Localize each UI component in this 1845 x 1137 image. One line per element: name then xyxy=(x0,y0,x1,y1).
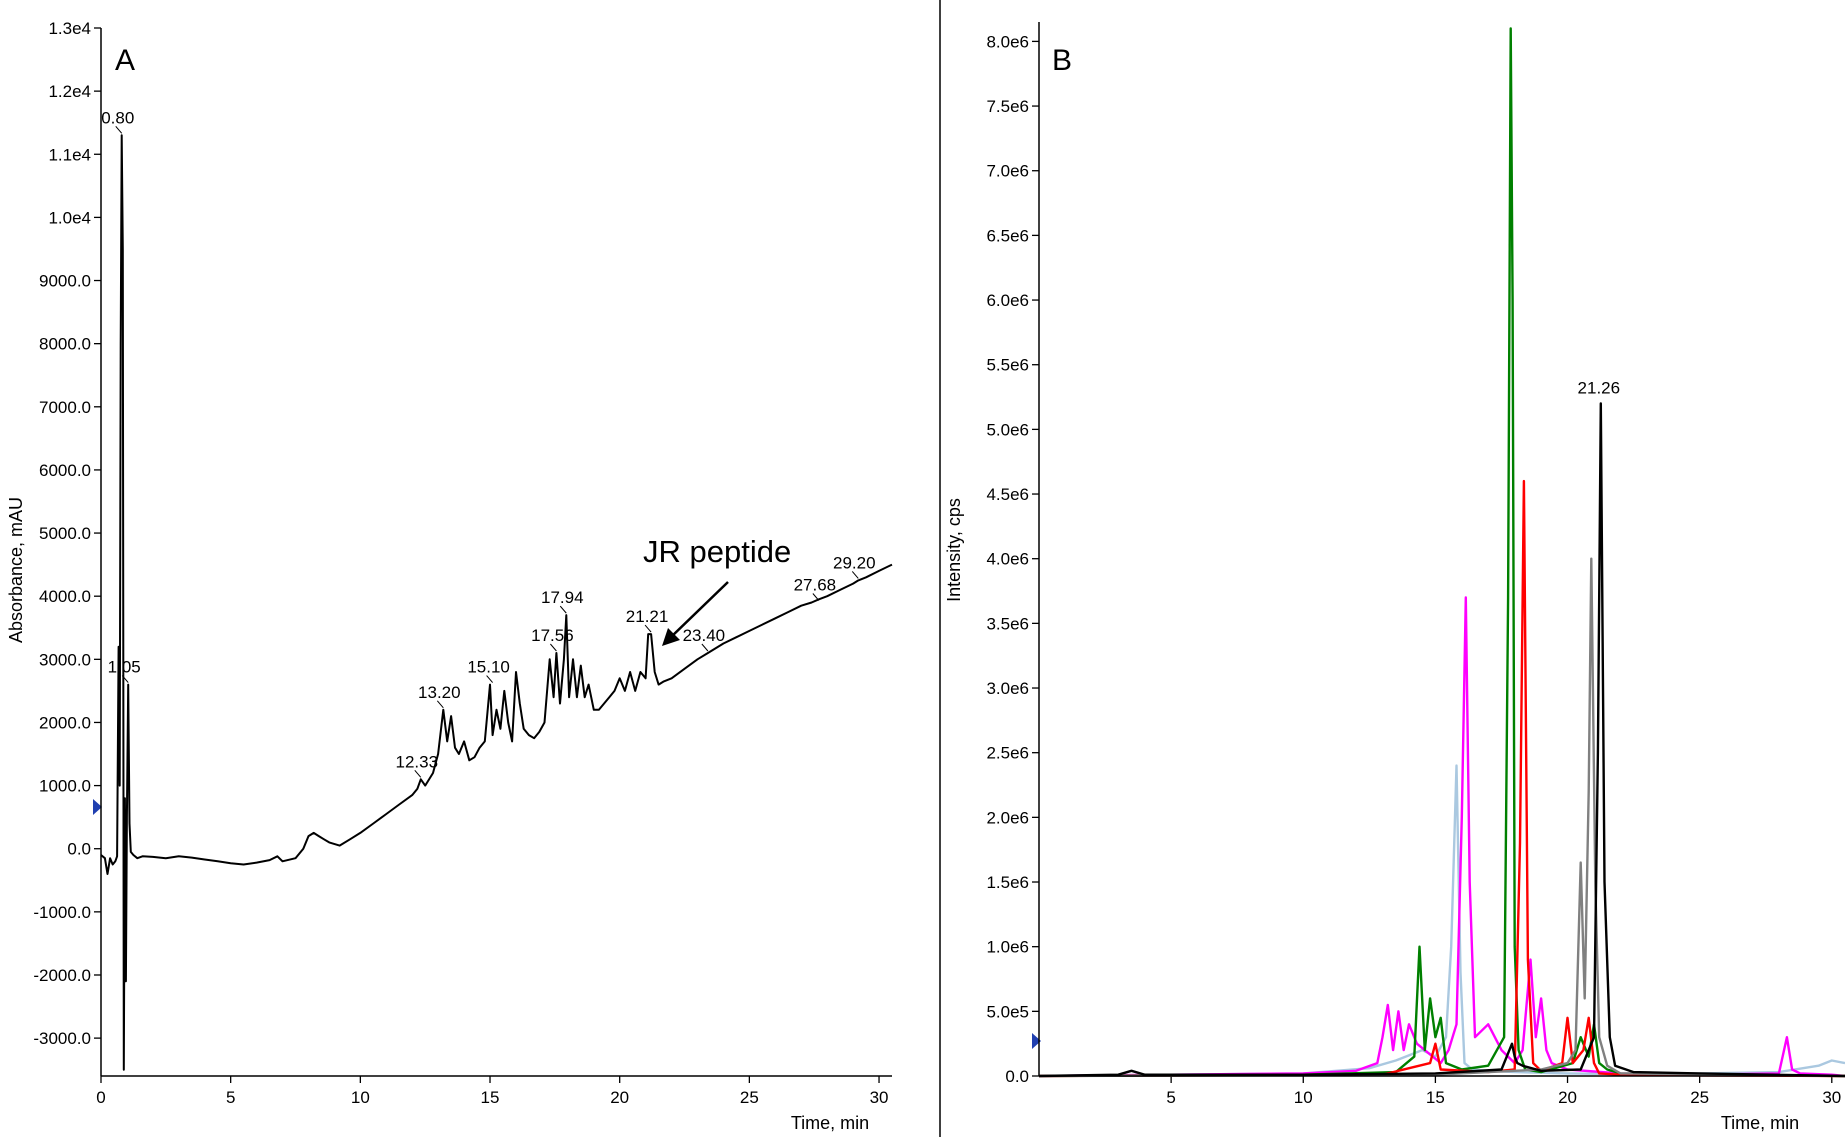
panel-b-y-tick-label: 7.5e6 xyxy=(986,97,1029,116)
panel-b-y-tick-label: 0.0 xyxy=(1005,1067,1029,1086)
panel-a-y-tick-label: -1000.0 xyxy=(33,903,91,922)
panel-a-series-line xyxy=(100,134,893,1071)
panel-b-y-tick-label: 5.0e6 xyxy=(986,420,1029,439)
panel-a-trace xyxy=(100,134,893,1071)
panel-b-series-line xyxy=(1038,557,1845,1078)
panel-a-peak-leader xyxy=(851,571,859,579)
panel-a-x-tick-label: 20 xyxy=(610,1088,629,1107)
panel-a-letter: A xyxy=(115,44,135,77)
panel-b-y-tick-label: 8.0e6 xyxy=(986,32,1029,51)
panel-b-y-tick-label: 1.5e6 xyxy=(986,873,1029,892)
panel-a-peak-leader xyxy=(559,605,567,614)
panel-a-marker-icon xyxy=(93,799,102,815)
panel-a-y-tick-label: 1.0e4 xyxy=(48,208,91,227)
panel-b-y-ticks: 0.0 5.0e5 1.0e6 1.5e6 2.0e6 2.5e6 3.0e6 3.5e6 4.… xyxy=(986,32,1039,1086)
panel-b: B 5 10 15 20 25 30 0.0 5.0e5 1.0e6 1.5e6 2.0e6 2.5… xyxy=(944,22,1845,1133)
panel-a-y-axis-title: Absorbance, mAU xyxy=(6,497,26,643)
panel-b-series-line xyxy=(1038,596,1845,1078)
panel-a-y-tick-label: 9000.0 xyxy=(39,272,91,291)
panel-a-peak-leader xyxy=(701,643,709,652)
panel-b-y-tick-label: 6.0e6 xyxy=(986,291,1029,310)
panel-a-peak-leader xyxy=(550,643,557,652)
panel-b-x-tick-label: 30 xyxy=(1822,1088,1841,1107)
panel-b-x-tick-label: 10 xyxy=(1294,1088,1313,1107)
panel-a-y-tick-label: 6000.0 xyxy=(39,461,91,480)
panel-a-y-tick-label: 2000.0 xyxy=(39,713,91,732)
panel-b-x-tick-label: 25 xyxy=(1690,1088,1709,1107)
panel-a-x-tick-label: 0 xyxy=(96,1088,105,1107)
panel-a-peak-label: 1.05 xyxy=(108,658,141,677)
panel-b-traces xyxy=(1038,27,1845,1078)
panel-b-series-line xyxy=(1038,27,1845,1078)
panel-a-peak-leader xyxy=(644,624,652,633)
panel-a-peak-leader xyxy=(115,125,123,134)
panel-a-y-tick-label: 3000.0 xyxy=(39,650,91,669)
panel-a-y-tick-label: -3000.0 xyxy=(33,1029,91,1048)
panel-a-y-tick-label: 8000.0 xyxy=(39,335,91,354)
panel-a-y-tick-label: -2000.0 xyxy=(33,966,91,985)
panel-a-x-tick-label: 5 xyxy=(226,1088,235,1107)
panel-b-letter: B xyxy=(1052,44,1072,77)
panel-a-peak-labels: 0.80 1.05 12.33 13.20 15.10 17.56 17.94 21.21 23… xyxy=(101,108,876,778)
panel-a-y-ticks: -3000.0 -2000.0 -1000.0 0.0 1000.0 2000.0 3000… xyxy=(33,19,101,1048)
panel-a-peak-label: 0.80 xyxy=(101,108,134,127)
panel-a-x-ticks: 0 5 10 15 20 25 30 xyxy=(96,1076,888,1107)
panel-a-y-tick-label: 1.1e4 xyxy=(48,145,91,164)
panel-b-y-tick-label: 3.5e6 xyxy=(986,614,1029,633)
panel-a-peak-leader xyxy=(414,769,422,778)
panel-a-y-tick-label: 4000.0 xyxy=(39,587,91,606)
panel-b-y-tick-label: 2.5e6 xyxy=(986,744,1029,763)
panel-b-y-tick-label: 4.0e6 xyxy=(986,550,1029,569)
panel-a-y-tick-label: 5000.0 xyxy=(39,524,91,543)
panel-b-series-line xyxy=(1038,479,1845,1078)
panel-a-y-tick-label: 1000.0 xyxy=(39,777,91,796)
panel-a-x-tick-label: 10 xyxy=(351,1088,370,1107)
panel-a-peak-label: 15.10 xyxy=(467,658,510,677)
panel-a-peak-label: 29.20 xyxy=(833,553,876,572)
panel-b-y-tick-label: 5.0e5 xyxy=(986,1002,1029,1021)
panel-a-y-tick-label: 1.3e4 xyxy=(48,19,91,38)
panel-b-x-axis-title: Time, min xyxy=(1721,1113,1799,1133)
panel-b-y-tick-label: 2.0e6 xyxy=(986,808,1029,827)
panel-b-series-line xyxy=(1038,402,1845,1078)
panel-b-x-ticks: 5 10 15 20 25 30 xyxy=(1166,1076,1841,1107)
panel-a-x-tick-label: 25 xyxy=(740,1088,759,1107)
panel-b-peak-label: 21.26 xyxy=(1578,379,1621,398)
jr-peptide-arrowhead xyxy=(662,628,680,646)
panel-a-x-tick-label: 15 xyxy=(481,1088,500,1107)
panel-a-peak-leader xyxy=(486,675,493,683)
panel-a-peak-label: 21.21 xyxy=(626,607,669,626)
panel-a-peak-leader xyxy=(812,593,820,601)
panel-a-peak-label: 23.40 xyxy=(683,626,726,645)
panel-a: A 0 5 10 15 20 25 30 -3000.0 -2000.0 -1000.0 0.0 1… xyxy=(6,19,893,1133)
panel-b-peak-labels: 21.26 xyxy=(1578,379,1621,398)
panel-b-x-tick-label: 5 xyxy=(1166,1088,1175,1107)
panel-a-peak-label: 17.94 xyxy=(541,588,584,607)
panel-b-marker-icon xyxy=(1032,1033,1041,1049)
panel-a-y-tick-label: 1.2e4 xyxy=(48,82,91,101)
panel-b-y-tick-label: 1.0e6 xyxy=(986,938,1029,957)
panel-b-x-tick-label: 15 xyxy=(1426,1088,1445,1107)
panel-a-x-axis-title: Time, min xyxy=(791,1113,869,1133)
panel-a-peak-leader xyxy=(436,700,444,709)
panel-b-series-line xyxy=(1038,764,1845,1078)
panel-a-peak-label: 12.33 xyxy=(395,752,438,771)
jr-peptide-annotation: JR peptide xyxy=(643,534,791,569)
panel-b-y-tick-label: 7.0e6 xyxy=(986,162,1029,181)
panel-b-x-tick-label: 20 xyxy=(1558,1088,1577,1107)
panel-a-peak-leader xyxy=(121,675,129,683)
panel-a-peak-label: 27.68 xyxy=(794,576,837,595)
panel-b-y-tick-label: 6.5e6 xyxy=(986,226,1029,245)
panel-b-y-tick-label: 4.5e6 xyxy=(986,485,1029,504)
panel-b-y-tick-label: 3.0e6 xyxy=(986,679,1029,698)
panel-a-peak-label: 17.56 xyxy=(531,626,574,645)
panel-a-y-tick-label: 0.0 xyxy=(67,840,91,859)
jr-peptide-arrow xyxy=(669,581,729,639)
panel-a-peak-label: 13.20 xyxy=(418,683,461,702)
panel-b-y-tick-label: 5.5e6 xyxy=(986,356,1029,375)
panel-a-x-tick-label: 30 xyxy=(870,1088,889,1107)
panel-b-y-axis-title: Intensity, cps xyxy=(944,498,964,602)
panel-a-y-tick-label: 7000.0 xyxy=(39,398,91,417)
